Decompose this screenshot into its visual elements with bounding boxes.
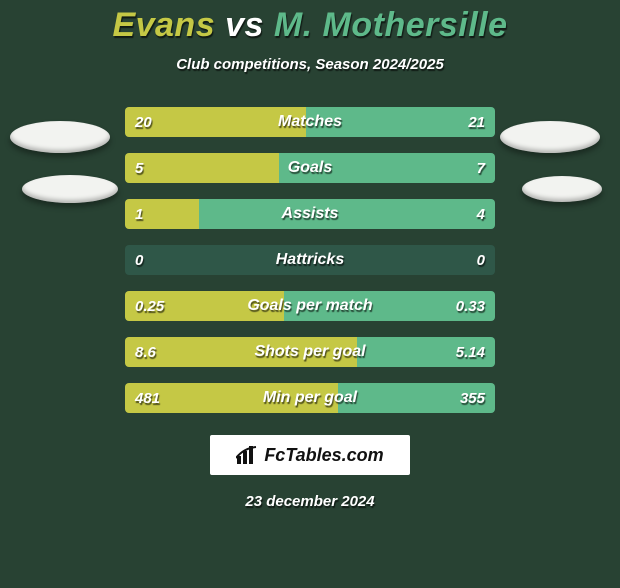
stat-value-left: 5 (125, 153, 153, 183)
stat-value-left: 0 (125, 245, 153, 275)
stat-row: Matches20 21 (125, 107, 495, 137)
stat-label: Goals per match (125, 291, 495, 321)
stat-value-right: 0.33 (446, 291, 495, 321)
fctables-logo: FcTables.com (210, 435, 410, 475)
stat-row: Hattricks0 0 (125, 245, 495, 275)
stat-row: Goals5 7 (125, 153, 495, 183)
player-left-marker (10, 121, 110, 153)
title-vs: vs (215, 6, 274, 44)
stat-value-left: 20 (125, 107, 162, 137)
footer-date: 23 december 2024 (0, 493, 620, 510)
stat-row: Goals per match0.25 0.33 (125, 291, 495, 321)
stat-label: Shots per goal (125, 337, 495, 367)
stat-row: Shots per goal8.6 5.14 (125, 337, 495, 367)
stat-value-left: 0.25 (125, 291, 174, 321)
stat-label: Matches (125, 107, 495, 137)
player-left-name: Evans (112, 6, 215, 44)
stat-row: Assists1 4 (125, 199, 495, 229)
stat-label: Min per goal (125, 383, 495, 413)
player-right-marker (500, 121, 600, 153)
stat-value-right: 21 (458, 107, 495, 137)
stat-label: Assists (125, 199, 495, 229)
stat-value-right: 4 (467, 199, 495, 229)
player-right-name: M. Mothersille (274, 6, 508, 44)
stat-value-right: 5.14 (446, 337, 495, 367)
player-left-marker (22, 175, 118, 203)
bars-area: Matches20 21 Goals5 7 Assists1 4 Hattricks0 0 Go… (0, 107, 620, 413)
stat-value-right: 0 (467, 245, 495, 275)
comparison-title: Evans vs M. Mothersille (0, 8, 620, 42)
stat-value-left: 481 (125, 383, 170, 413)
fctables-logo-text: FcTables.com (264, 445, 383, 466)
stat-value-left: 8.6 (125, 337, 166, 367)
stat-label: Hattricks (125, 245, 495, 275)
rows-layer: Matches20 21 Goals5 7 Assists1 4 Hattricks0 0 Go… (0, 107, 620, 413)
stat-label: Goals (125, 153, 495, 183)
player-right-marker (522, 176, 602, 202)
stat-row: Min per goal481 355 (125, 383, 495, 413)
bar-chart-icon (236, 446, 258, 464)
stat-value-left: 1 (125, 199, 153, 229)
stat-value-right: 7 (467, 153, 495, 183)
comparison-subtitle: Club competitions, Season 2024/2025 (0, 56, 620, 73)
stat-value-right: 355 (450, 383, 495, 413)
